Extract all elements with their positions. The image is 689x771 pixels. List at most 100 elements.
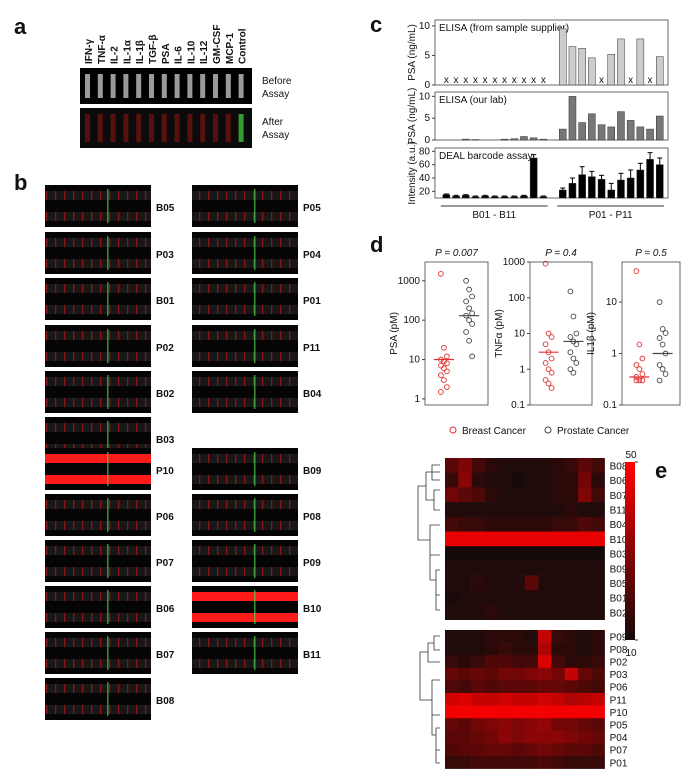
sample-label: B04 bbox=[303, 389, 322, 400]
data-point bbox=[633, 377, 640, 384]
bar bbox=[520, 195, 528, 199]
heatmap-cell bbox=[578, 730, 592, 744]
sample-label: P04 bbox=[303, 250, 321, 261]
barcode-band bbox=[192, 238, 298, 247]
y-axis-label: TNFα (pM) bbox=[494, 309, 505, 358]
row-label: P04 bbox=[610, 733, 628, 744]
heatmap-cell bbox=[551, 516, 565, 532]
bar bbox=[481, 195, 489, 199]
data-point bbox=[570, 355, 577, 362]
heatmap-cell bbox=[498, 642, 512, 656]
heatmap-cell bbox=[458, 546, 472, 562]
barcode-band bbox=[45, 212, 151, 221]
heatmap-cell bbox=[471, 756, 486, 769]
heatmap-cell bbox=[484, 502, 499, 518]
spot bbox=[123, 114, 129, 142]
heatmap-cell bbox=[471, 718, 486, 732]
spot bbox=[85, 74, 90, 98]
heatmap-cell bbox=[458, 560, 472, 576]
heatmap-cell bbox=[591, 743, 605, 757]
bar bbox=[578, 48, 586, 86]
barcode-spot bbox=[107, 636, 109, 670]
heatmap-cell bbox=[538, 458, 552, 473]
bar bbox=[462, 138, 470, 141]
spot bbox=[187, 114, 193, 142]
barcode-band bbox=[45, 659, 151, 668]
plot-frame bbox=[424, 261, 489, 406]
heatmap-cell bbox=[524, 667, 539, 681]
barcode-band bbox=[192, 546, 298, 555]
heatmap-cell bbox=[445, 680, 459, 694]
protein-label: IL-2 bbox=[110, 46, 121, 64]
barcode-band bbox=[192, 398, 298, 407]
spot bbox=[161, 114, 167, 142]
sample-label: B03 bbox=[156, 435, 175, 446]
heatmap-cell bbox=[445, 655, 459, 669]
row-label: B01 bbox=[610, 594, 628, 605]
barcode-band bbox=[192, 592, 298, 601]
y-axis-label: PSA (pM) bbox=[389, 312, 400, 355]
spot bbox=[225, 74, 231, 98]
spot bbox=[97, 74, 103, 98]
barcode-spot bbox=[107, 375, 109, 409]
y-tick-label: 0.1 bbox=[603, 400, 617, 411]
heatmap-cell bbox=[458, 605, 472, 620]
plot-frame bbox=[434, 147, 669, 199]
barcode-band bbox=[192, 613, 298, 622]
heatmap-cell bbox=[471, 743, 486, 757]
bar bbox=[626, 120, 635, 141]
barcode-spot bbox=[254, 452, 256, 486]
barcode-band bbox=[45, 331, 151, 340]
bar bbox=[462, 195, 470, 199]
heatmap-cell bbox=[511, 502, 526, 518]
heatmap-cell bbox=[511, 718, 526, 732]
heatmap-cell bbox=[591, 655, 605, 669]
protein-label: MCP-1 bbox=[225, 32, 236, 64]
heatmap-cell bbox=[578, 575, 592, 591]
panel-label: e bbox=[655, 458, 667, 483]
data-point bbox=[570, 313, 577, 320]
missing-marker: x bbox=[531, 75, 536, 86]
panel-label: a bbox=[14, 14, 27, 39]
heatmap-cell bbox=[498, 487, 512, 503]
heatmap-cell bbox=[445, 730, 459, 744]
heatmap-cell bbox=[458, 575, 472, 591]
data-point bbox=[469, 293, 475, 300]
y-tick-label: 1 bbox=[519, 364, 525, 375]
data-point bbox=[570, 369, 577, 376]
protein-label: IL-1α bbox=[122, 39, 133, 64]
heatmap-cell bbox=[551, 575, 565, 591]
heatmap-cell bbox=[578, 590, 592, 606]
heatmap-cell bbox=[551, 472, 565, 488]
missing-marker: x bbox=[454, 75, 459, 86]
heatmap-cell bbox=[445, 590, 459, 606]
sample-label: B01 bbox=[156, 296, 175, 307]
barcode-spot bbox=[254, 636, 256, 670]
y-tick-label: 10 bbox=[514, 329, 526, 340]
heatmap-cell bbox=[564, 667, 579, 681]
barcode-band bbox=[192, 521, 298, 530]
heatmap-cell bbox=[591, 705, 605, 719]
heatmap-cell bbox=[484, 546, 499, 562]
heatmap-cell bbox=[484, 487, 499, 503]
chart-title: DEAL barcode assay bbox=[439, 151, 533, 162]
heatmap-cell bbox=[591, 487, 605, 503]
heatmap-cell bbox=[445, 743, 459, 757]
heatmap-cell bbox=[564, 718, 579, 732]
heatmap-cell bbox=[511, 560, 526, 576]
data-point bbox=[545, 366, 552, 373]
y-tick-label: 5 bbox=[424, 113, 430, 124]
heatmap-cell bbox=[578, 705, 592, 719]
heatmap-cell bbox=[564, 655, 579, 669]
heatmap-cell bbox=[538, 705, 552, 719]
spot bbox=[136, 114, 142, 142]
heatmap-cell bbox=[538, 472, 552, 488]
heatmap-cell bbox=[458, 531, 472, 547]
heatmap-cell bbox=[498, 718, 512, 732]
y-tick-label: 100 bbox=[403, 315, 420, 326]
heatmap-cell bbox=[551, 630, 565, 643]
y-tick-label: 0 bbox=[424, 135, 430, 146]
row-label: B03 bbox=[610, 550, 628, 561]
heatmap-cell bbox=[471, 630, 486, 643]
data-point bbox=[444, 360, 450, 367]
